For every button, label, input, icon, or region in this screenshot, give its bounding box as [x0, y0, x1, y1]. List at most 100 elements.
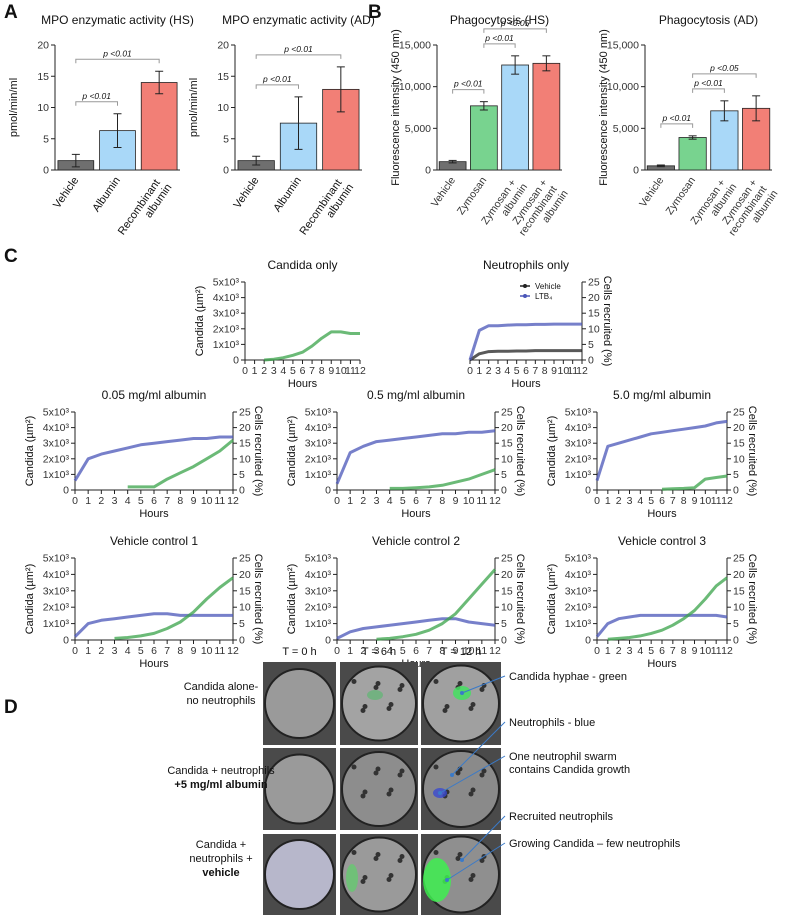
y-tick-label: 3x10³	[305, 585, 332, 597]
error-bar	[720, 100, 729, 122]
row-label: Candida +	[196, 839, 246, 851]
panel-label: C	[4, 246, 18, 267]
x-tick-label: 12	[576, 365, 588, 377]
x-tick-label: 2	[616, 645, 622, 657]
error-bar	[511, 55, 520, 75]
x-tick-label: 12	[489, 645, 501, 657]
x-tick-label: 5	[138, 495, 144, 507]
cell	[457, 681, 463, 686]
y-tick-label: 5x10³	[43, 407, 70, 419]
chart-title: Phagocytosis (HS)	[450, 13, 549, 27]
y-tick-label: 0	[733, 485, 739, 497]
x-tick-label: 6	[523, 365, 529, 377]
x-tick-label: Recombinant albumin	[298, 175, 357, 244]
cell	[470, 787, 476, 793]
series-line	[595, 613, 728, 638]
x-tick-label: 3	[112, 495, 118, 507]
cell	[360, 879, 366, 884]
y-tick-label: 20	[501, 422, 513, 434]
series-line	[376, 568, 497, 641]
x-tick-label: 6	[659, 495, 665, 507]
legend-marker	[523, 294, 527, 298]
y-tick-label: 5x10³	[43, 553, 70, 565]
chart-title: Vehicle control 2	[372, 534, 460, 548]
x-tick-label: 12	[721, 495, 733, 507]
cell	[388, 873, 394, 878]
y-tick-label: 0	[43, 165, 49, 177]
y-tick-label: 2x10³	[43, 453, 70, 465]
x-tick-label: 11	[567, 365, 578, 377]
x-tick-label: 7	[670, 645, 676, 657]
y-tick-label: 5	[733, 618, 739, 630]
x-tick-label: Zymosan	[455, 175, 490, 217]
error-bar	[542, 55, 551, 72]
y-tick-label: 0	[425, 165, 431, 177]
x-tick-label: 11	[345, 365, 356, 377]
y-tick-label: 10	[239, 453, 251, 465]
y-axis-label: Candida (µm²)	[546, 416, 558, 487]
y-tick-label: 1x10³	[43, 469, 70, 481]
x-tick-label: 5	[290, 365, 296, 377]
y-tick-label: 1x10³	[43, 618, 70, 630]
cell	[433, 679, 439, 684]
candida-hyphae	[367, 690, 383, 700]
error-bar	[294, 96, 303, 150]
x-tick-label: 7	[532, 365, 538, 377]
x-tick-label: 3	[495, 365, 501, 377]
y-axis-label: Cells recruited (%)	[746, 406, 758, 496]
chart-title: Vehicle control 3	[618, 534, 706, 548]
x-axis-label: Hours	[647, 508, 677, 520]
y-tick-label: 5x10³	[565, 407, 592, 419]
legend-marker	[523, 284, 527, 288]
row-label: Candida alone-	[184, 681, 259, 693]
error-bar	[479, 101, 488, 111]
x-tick-label: 10	[201, 645, 213, 657]
y-tick-label: 1x10³	[305, 469, 332, 481]
significance-bracket: p <0.01	[483, 33, 516, 48]
y-tick-label: 1x10³	[565, 618, 592, 630]
y-tick-label: 2x10³	[305, 453, 332, 465]
bracket	[255, 54, 342, 59]
y-axis-label: Cells recruited (%)	[514, 406, 526, 496]
x-tick-label: 12	[721, 645, 733, 657]
cell	[375, 681, 381, 686]
x-tick-label: 4	[387, 645, 393, 657]
y-axis-label: Candida (µm²)	[24, 564, 36, 635]
significance-bracket: p <0.05	[692, 63, 757, 78]
cell	[351, 764, 357, 770]
significance-label: p <0.01	[693, 78, 723, 88]
cell	[388, 787, 394, 793]
y-tick-label: 0	[63, 485, 69, 497]
cell	[470, 873, 476, 878]
cell	[373, 770, 379, 776]
cell	[470, 702, 476, 707]
cell	[386, 791, 392, 797]
error-bar	[155, 70, 164, 95]
x-axis-label: Hours	[139, 508, 169, 520]
cell	[386, 706, 392, 711]
y-tick-label: 1x10³	[305, 618, 332, 630]
y-tick-label: 25	[239, 553, 251, 565]
cell	[373, 856, 379, 861]
x-tick-label: 3	[374, 645, 380, 657]
x-tick-label: 12	[227, 495, 239, 507]
chart-title: 0.5 mg/ml albumin	[367, 388, 465, 402]
x-tick-label: 4	[280, 365, 286, 377]
x-tick-label: 11	[711, 495, 722, 507]
x-tick-label: 8	[439, 645, 445, 657]
y-tick-label: 10	[501, 453, 513, 465]
cell	[468, 877, 474, 882]
well	[422, 750, 500, 828]
chart-title: Vehicle control 1	[110, 534, 198, 548]
y-tick-label: 0	[223, 165, 229, 177]
pointer-dot	[450, 773, 454, 777]
y-tick-label: 15	[733, 438, 745, 450]
pointer-line	[439, 755, 506, 794]
cell	[351, 679, 357, 684]
y-tick-label: 10	[37, 102, 49, 114]
x-tick-label: 12	[227, 645, 239, 657]
x-tick-label: 10	[201, 495, 213, 507]
well	[264, 753, 335, 825]
y-tick-label: 1x10³	[213, 339, 240, 351]
x-tick-label: 10	[335, 365, 347, 377]
